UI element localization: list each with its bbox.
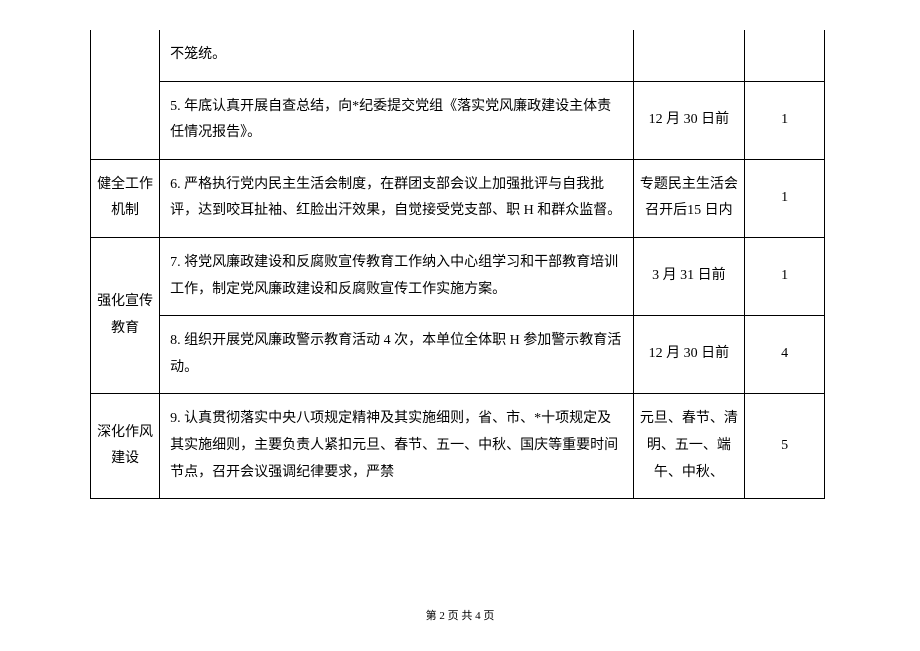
deadline-cell: 元旦、春节、清明、五一、端午、中秋、 [633,394,745,499]
table-row: 8. 组织开展党风廉政警示教育活动 4 次，本单位全体职 H 参加警示教育活动。… [91,316,825,394]
page-footer: 第 2 页 共 4 页 [0,607,920,623]
deadline-cell: 专题民主生活会召开后15 日内 [633,159,745,237]
content-cell: 7. 将党风廉政建设和反腐败宣传教育工作纳入中心组学习和干部教育培训工作，制定党… [160,237,633,315]
category-cell: 深化作风建设 [91,394,160,499]
table-row: 5. 年底认真开展自查总结，向*纪委提交党组《落实党风廉政建设主体责任情况报告》… [91,81,825,159]
count-cell: 5 [745,394,825,499]
content-cell: 8. 组织开展党风廉政警示教育活动 4 次，本单位全体职 H 参加警示教育活动。 [160,316,633,394]
table-row: 强化宣传教育 7. 将党风廉政建设和反腐败宣传教育工作纳入中心组学习和干部教育培… [91,237,825,315]
category-cell: 强化宣传教育 [91,237,160,393]
content-cell: 不笼统。 [160,30,633,81]
deadline-cell: 12 月 30 日前 [633,81,745,159]
category-cell: 健全工作机制 [91,159,160,237]
table-row: 不笼统。 [91,30,825,81]
content-cell: 5. 年底认真开展自查总结，向*纪委提交党组《落实党风廉政建设主体责任情况报告》… [160,81,633,159]
content-cell: 6. 严格执行党内民主生活会制度，在群团支部会议上加强批评与自我批评，达到咬耳扯… [160,159,633,237]
document-table: 不笼统。 5. 年底认真开展自查总结，向*纪委提交党组《落实党风廉政建设主体责任… [90,30,825,499]
category-cell [91,30,160,159]
deadline-cell: 3 月 31 日前 [633,237,745,315]
count-cell: 1 [745,159,825,237]
table-row: 深化作风建设 9. 认真贯彻落实中央八项规定精神及其实施细则，省、市、*十项规定… [91,394,825,499]
count-cell: 1 [745,237,825,315]
deadline-cell: 12 月 30 日前 [633,316,745,394]
count-cell [745,30,825,81]
count-cell: 4 [745,316,825,394]
count-cell: 1 [745,81,825,159]
deadline-cell [633,30,745,81]
table-row: 健全工作机制 6. 严格执行党内民主生活会制度，在群团支部会议上加强批评与自我批… [91,159,825,237]
content-cell: 9. 认真贯彻落实中央八项规定精神及其实施细则，省、市、*十项规定及其实施细则，… [160,394,633,499]
